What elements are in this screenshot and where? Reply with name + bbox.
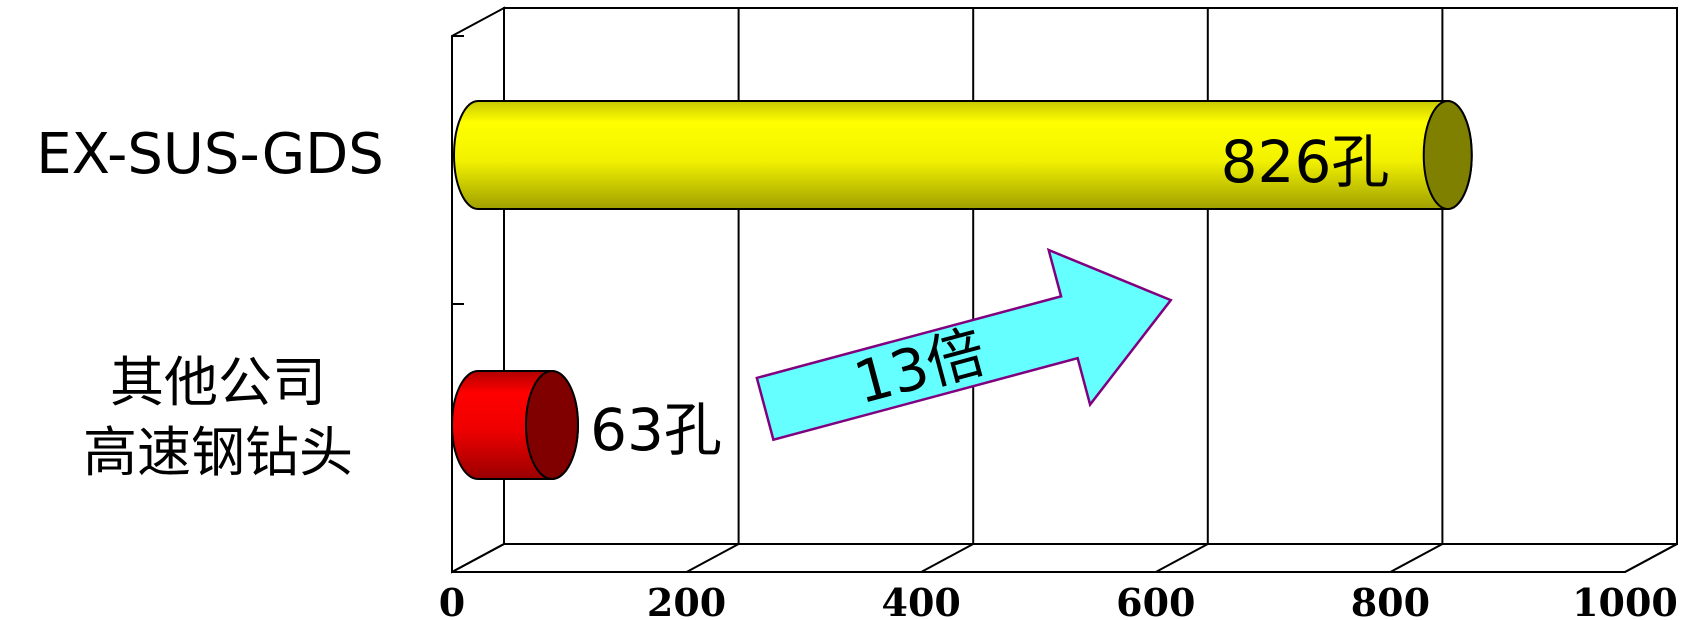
floor-gridline [1155, 543, 1209, 573]
bar-end-cap [524, 370, 579, 480]
bar-other-company [451, 370, 579, 480]
annotation-text: 13倍 [847, 318, 992, 418]
arrow-shape [755, 247, 1173, 442]
floor-gridline [686, 543, 740, 573]
gridlines [686, 8, 1678, 573]
x-tick-label: 400 [882, 580, 961, 620]
side-wall [451, 6, 505, 574]
annotation-arrow: 13倍 [755, 247, 1173, 442]
bars [451, 100, 1473, 480]
annotation-arrow-group: 13倍 [755, 247, 1173, 442]
data-labels: 826孔 63孔 [590, 128, 1389, 464]
x-tick-label: 0 [439, 580, 465, 620]
bar-end-cap [1422, 100, 1473, 210]
floor [451, 543, 1678, 573]
category-label-ex-sus-gds: EX-SUS-GDS [36, 122, 384, 187]
x-tick-label: 200 [647, 580, 726, 620]
x-tick-label: 600 [1116, 580, 1195, 620]
x-tick-label: 800 [1351, 580, 1430, 620]
data-label: 63孔 [590, 396, 722, 464]
category-label-other-company-hss-drill: 其他公司 高速钢钻头 [83, 351, 353, 484]
floor-gridline [920, 543, 974, 573]
data-label: 826孔 [1221, 128, 1390, 196]
x-axis-ticks: 0 200 400 600 800 1000 [439, 580, 1678, 620]
bar-ex-sus-gds [453, 100, 1473, 210]
axes-frame [451, 6, 1678, 574]
floor-gridline [1389, 543, 1443, 573]
x-tick-label: 1000 [1572, 580, 1678, 620]
